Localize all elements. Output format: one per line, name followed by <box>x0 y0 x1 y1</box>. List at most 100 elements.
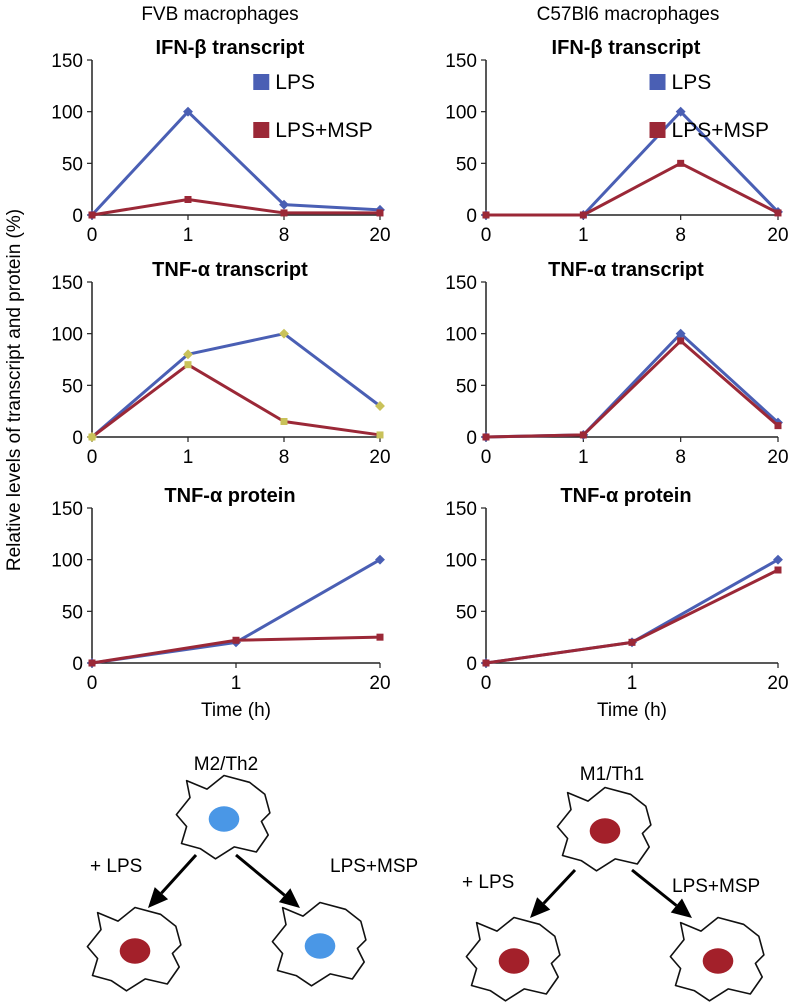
y-tick-label: 0 <box>466 206 477 227</box>
arrow-head <box>148 887 169 908</box>
data-point-lps <box>675 328 686 339</box>
series-line-lps <box>91 558 381 665</box>
data-point-lps-msp <box>482 211 490 219</box>
data-point-lps <box>279 199 289 210</box>
series-line-lps <box>485 558 779 665</box>
arrow-icon <box>235 853 300 908</box>
data-point-lps <box>375 401 385 411</box>
y-tick-label: 0 <box>72 206 83 227</box>
arrow-icon <box>631 868 692 918</box>
macrophage-cell <box>86 906 182 992</box>
y-tick-label: 50 <box>456 376 477 397</box>
macrophage-cell <box>175 774 271 860</box>
chart-panel-5: TNF-α protein 0 50 100 150 0 1 20 Time (h) <box>445 485 788 721</box>
x-tick-label: 20 <box>767 673 788 694</box>
series-line-lps-msp <box>486 161 779 217</box>
legend-label: LPS+MSP <box>672 119 769 142</box>
series-line-lps-msp <box>485 339 779 439</box>
y-tick-label: 150 <box>51 273 83 294</box>
y-tick-label: 50 <box>62 154 83 175</box>
y-tick-label: 100 <box>445 551 477 572</box>
data-point-lps <box>183 106 193 117</box>
arrow-shaft <box>160 853 198 895</box>
legend-label: LPS <box>672 71 712 94</box>
chart-title: IFN-β transcript <box>552 37 701 59</box>
x-tick-label: 0 <box>481 673 492 694</box>
data-point-lps-msp <box>677 337 685 345</box>
data-point-lps-msp <box>184 361 192 369</box>
x-tick-label: 20 <box>369 447 390 468</box>
x-tick-label: 1 <box>183 447 194 468</box>
y-tick-label: 100 <box>51 551 83 572</box>
data-point-lps-msp <box>280 209 288 217</box>
x-tick-label: 0 <box>87 447 98 468</box>
y-tick-label: 150 <box>445 51 477 72</box>
arrow-shaft <box>631 868 678 907</box>
cell-nucleus <box>498 948 530 974</box>
data-point-lps <box>279 328 289 339</box>
arrow-shaft <box>235 853 286 897</box>
series-line-lps <box>90 110 381 217</box>
macrophage-cell <box>556 786 652 872</box>
chart-title: TNF-α protein <box>560 485 691 507</box>
y-tick-label: 50 <box>456 602 477 623</box>
x-tick-label: 0 <box>481 225 492 246</box>
y-tick-label: 50 <box>456 154 477 175</box>
diagram-group-0: M2/Th2 + LPS LPS+MSP <box>86 754 418 992</box>
y-tick-label: 100 <box>445 103 477 124</box>
cell-nucleus <box>208 806 240 832</box>
cell-nucleus <box>304 933 336 959</box>
y-tick-label: 150 <box>51 51 83 72</box>
arrow-label-lps: + LPS <box>462 872 514 893</box>
data-point-lps-msp <box>579 431 587 439</box>
cell-nucleus <box>119 938 151 964</box>
y-tick-label: 50 <box>62 376 83 397</box>
y-axis-label: Relative levels of transcript and protei… <box>4 209 25 571</box>
y-tick-label: 0 <box>72 654 83 675</box>
legend-swatch <box>649 74 666 90</box>
data-point-lps-msp <box>376 633 384 641</box>
arrow-head <box>530 897 551 918</box>
chart-title: TNF-α transcript <box>152 259 308 281</box>
chart-panel-2: TNF-α transcript 0 50 100 150 0 1 8 20 <box>51 259 390 468</box>
series-line-lps-msp <box>91 363 381 439</box>
data-point-lps-msp <box>88 433 96 441</box>
x-axis-label: Time (h) <box>597 700 667 721</box>
y-tick-label: 0 <box>466 654 477 675</box>
x-tick-label: 0 <box>87 673 98 694</box>
arrow-label-lps-msp: LPS+MSP <box>330 856 418 877</box>
data-point-lps-msp <box>88 659 96 667</box>
phenotype-label: M2/Th2 <box>194 754 258 775</box>
legend-swatch <box>253 122 270 138</box>
x-tick-label: 20 <box>369 225 390 246</box>
data-point-lps-msp <box>579 211 587 219</box>
macrophage-diagram: M2/Th2 + LPS LPS+MSP M1/Th1 + LPS LPS+MSP <box>86 754 765 1002</box>
column-title-fvb: FVB macrophages <box>141 4 298 25</box>
chart-panel-0: IFN-β transcript 0 50 100 150 0 1 8 20 LPS LPS+MSP <box>51 37 390 246</box>
data-point-lps-msp <box>774 209 782 217</box>
arrow-head <box>278 888 300 908</box>
series-line-lps-msp <box>91 198 380 217</box>
arrow-shaft <box>542 868 577 905</box>
data-point-lps-msp <box>677 159 685 167</box>
data-point-lps-msp <box>376 431 384 439</box>
series-line-lps <box>485 332 780 439</box>
arrow-icon <box>530 868 577 918</box>
data-point-lps-msp <box>184 196 192 203</box>
series-line-lps <box>91 332 381 439</box>
chart-panel-4: TNF-α protein 0 50 100 150 0 1 20 Time (h) <box>51 485 390 721</box>
data-point-lps <box>773 554 783 565</box>
macrophage-cell <box>271 901 367 987</box>
y-tick-label: 50 <box>62 602 83 623</box>
data-point-lps <box>675 106 686 117</box>
x-tick-label: 0 <box>481 447 492 468</box>
x-tick-label: 20 <box>369 673 390 694</box>
y-tick-label: 100 <box>445 325 477 346</box>
x-tick-label: 8 <box>279 225 290 246</box>
arrow-icon <box>148 853 198 908</box>
x-tick-label: 1 <box>183 225 194 246</box>
data-point-lps-msp <box>232 636 240 644</box>
chart-title: TNF-α protein <box>164 485 295 507</box>
data-point-lps-msp <box>88 211 96 219</box>
macrophage-cell <box>465 916 561 1002</box>
